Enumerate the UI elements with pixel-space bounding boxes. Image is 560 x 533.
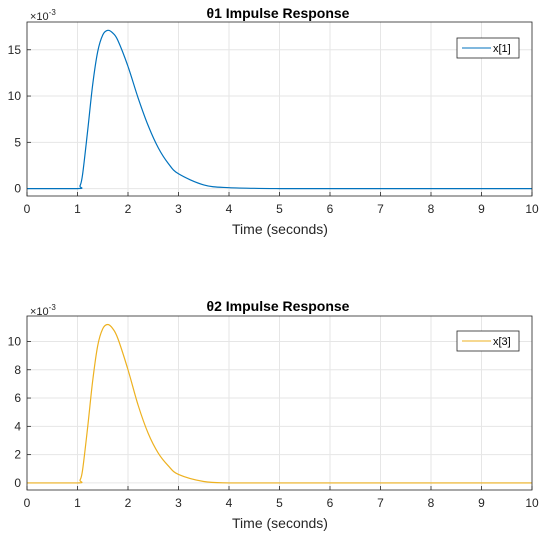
theta2-plot-panel: θ2 Impulse Response ×10-3 0 1 2 3 4 5 6 7 8 9 10 0…: [8, 298, 539, 531]
y-tick-label: 0: [14, 476, 21, 490]
chart-title: θ1 Impulse Response: [207, 5, 350, 21]
axes-box: [26, 21, 533, 197]
series-lines: [26, 323, 532, 484]
y-axis-multiplier: ×10-3: [30, 8, 56, 23]
series-line: [27, 29, 532, 190]
legend-label: x[3]: [493, 336, 511, 348]
legend-label: x[1]: [493, 43, 511, 55]
legend: x[1]: [456, 37, 520, 59]
grid-lines: [26, 22, 533, 196]
x-tick-label: 5: [276, 202, 283, 216]
multiplier-exponent: -3: [49, 303, 57, 312]
grid-lines: [26, 316, 533, 490]
y-axis-multiplier: ×10-3: [30, 303, 56, 318]
y-tick-label: 0: [14, 182, 21, 196]
x-tick-label: 0: [24, 202, 31, 216]
x-tick-label: 3: [175, 202, 182, 216]
y-tick-label: 15: [8, 43, 22, 57]
x-tick-label: 4: [226, 496, 233, 510]
x-tick-label: 10: [525, 496, 539, 510]
x-tick-label: 6: [327, 496, 334, 510]
chart-title: θ2 Impulse Response: [207, 298, 350, 314]
x-tick-label: 6: [327, 202, 334, 216]
x-tick-label: 2: [125, 496, 132, 510]
x-tick-label: 9: [478, 496, 485, 510]
x-tick-label: 7: [377, 496, 384, 510]
x-tick-labels: 0 1 2 3 4 5 6 7 8 9 10: [24, 202, 539, 216]
series-line: [26, 323, 532, 484]
multiplier-exponent: -3: [49, 8, 57, 17]
y-tick-label: 10: [8, 334, 22, 348]
x-tick-label: 5: [276, 496, 283, 510]
y-tick-label: 6: [14, 391, 21, 405]
y-tick-label: 4: [14, 419, 21, 433]
x-axis-label: Time (seconds): [232, 221, 328, 237]
x-tick-label: 0: [24, 496, 31, 510]
multiplier-base: ×10: [30, 11, 49, 23]
x-tick-labels: 0 1 2 3 4 5 6 7 8 9 10: [24, 496, 539, 510]
x-tick-label: 7: [377, 202, 384, 216]
x-tick-label: 3: [175, 496, 182, 510]
x-tick-label: 8: [428, 496, 435, 510]
x-tick-label: 8: [428, 202, 435, 216]
x-tick-label: 4: [226, 202, 233, 216]
y-tick-label: 5: [14, 135, 21, 149]
y-tick-label: 10: [8, 89, 22, 103]
axes-box: [26, 315, 533, 491]
x-axis-label: Time (seconds): [232, 515, 328, 531]
y-tick-label: 2: [14, 448, 21, 462]
x-tick-label: 9: [478, 202, 485, 216]
y-tick-labels: 0 2 4 6 8 10: [8, 334, 22, 489]
x-tick-label: 10: [525, 202, 539, 216]
series-lines: [27, 29, 532, 190]
x-tick-label: 1: [74, 202, 81, 216]
y-tick-label: 8: [14, 363, 21, 377]
x-tick-label: 2: [125, 202, 132, 216]
y-tick-labels: 0 5 10 15: [8, 43, 22, 196]
legend: x[3]: [456, 330, 520, 352]
multiplier-base: ×10: [30, 306, 49, 318]
theta1-plot-panel: θ1 Impulse Response ×10-3 0 1 2 3 4 5 6 7 8 9 10 0…: [8, 5, 539, 237]
x-tick-label: 1: [74, 496, 81, 510]
